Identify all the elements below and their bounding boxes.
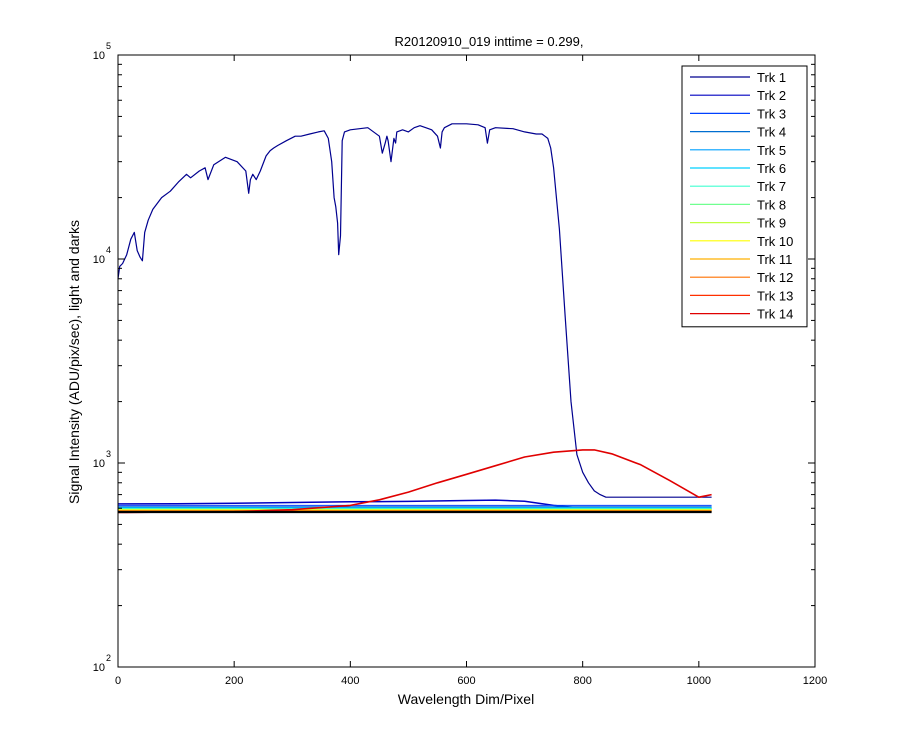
y-tick-label-exponent: 2 bbox=[106, 653, 111, 663]
plot-area bbox=[117, 123, 712, 514]
y-tick-label-exponent: 3 bbox=[106, 449, 111, 459]
x-axis-label: Wavelength Dim/Pixel bbox=[398, 691, 534, 707]
y-tick-label-base: 10 bbox=[93, 662, 105, 674]
legend-label: Trk 6 bbox=[757, 161, 786, 176]
x-tick-label: 1200 bbox=[803, 675, 827, 687]
legend-label: Trk 13 bbox=[757, 288, 793, 303]
legend-label: Trk 2 bbox=[757, 88, 786, 103]
legend-label: Trk 8 bbox=[757, 197, 786, 212]
y-tick-label-exponent: 4 bbox=[106, 245, 111, 255]
y-axis-label: Signal Intensity (ADU/pix/sec), light an… bbox=[66, 220, 82, 504]
series-line-trk-1 bbox=[117, 123, 712, 498]
legend-label: Trk 7 bbox=[757, 179, 786, 194]
legend-label: Trk 3 bbox=[757, 106, 786, 121]
legend-label: Trk 4 bbox=[757, 125, 786, 140]
chart-title: R20120910_019 inttime = 0.299, bbox=[394, 34, 583, 49]
x-tick-label: 200 bbox=[225, 675, 243, 687]
legend: Trk 1 Trk 2 Trk 3 Trk 4 Trk 5 Trk 6 Trk 7 Trk 8… bbox=[681, 65, 808, 328]
x-tick-label: 600 bbox=[457, 675, 475, 687]
legend-label: Trk 5 bbox=[757, 143, 786, 158]
x-tick-label: 800 bbox=[573, 675, 591, 687]
legend-label: Trk 12 bbox=[757, 270, 793, 285]
x-tick-label: 1000 bbox=[687, 675, 711, 687]
legend-label: Trk 14 bbox=[757, 307, 793, 322]
x-tick-label: 0 bbox=[115, 675, 121, 687]
x-tick-label: 400 bbox=[341, 675, 359, 687]
legend-label: Trk 11 bbox=[757, 252, 792, 267]
legend-label: Trk 10 bbox=[757, 234, 793, 249]
legend-box bbox=[681, 65, 808, 328]
legend-label: Trk 1 bbox=[757, 70, 786, 85]
y-tick-label-base: 10 bbox=[93, 458, 105, 470]
y-tick-label-base: 10 bbox=[93, 50, 105, 62]
y-tick-label-exponent: 5 bbox=[106, 41, 111, 51]
legend-label: Trk 9 bbox=[757, 216, 786, 231]
y-tick-label-base: 10 bbox=[93, 254, 105, 266]
series-line-trk-14 bbox=[117, 449, 712, 514]
